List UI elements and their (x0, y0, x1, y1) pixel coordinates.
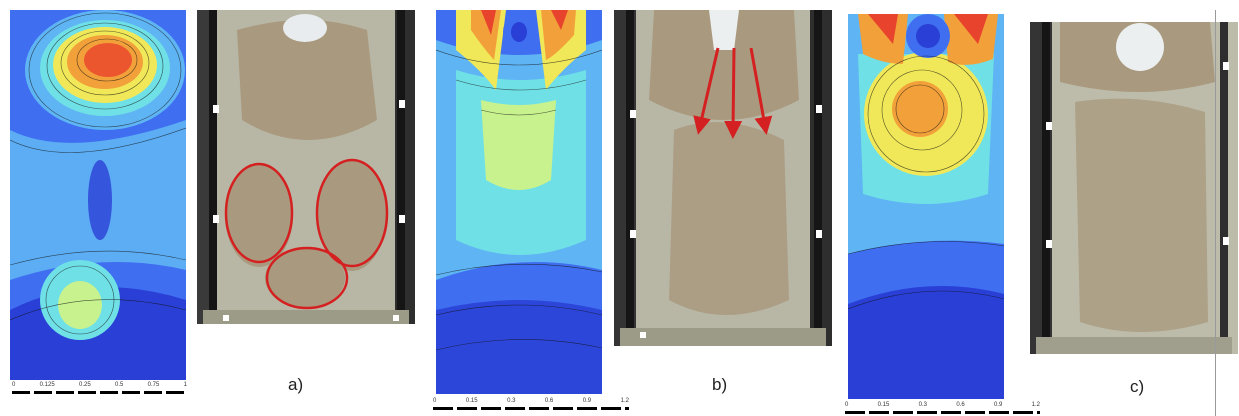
contour-map-b-graphic (436, 10, 602, 394)
scale-b-tick-2: 0.3 (507, 398, 516, 404)
scale-bar-b: 0 0.15 0.3 0.6 0.9 1.2 (433, 398, 629, 412)
contour-map-b (436, 10, 602, 394)
annotation-ellipse-bottom (265, 246, 349, 310)
divider-line (1215, 10, 1216, 416)
caption-c: c) (1130, 377, 1145, 396)
flow-arrow-right (749, 47, 773, 135)
photo-c-graphic (1030, 22, 1238, 354)
photo-c (1030, 22, 1238, 354)
scale-c-tick-3: 0.6 (956, 402, 965, 408)
scale-c-tick-4: 0.9 (993, 402, 1003, 408)
scale-a-tick-2: 0.25 (78, 382, 91, 388)
scale-bar-a: 0 0.125 0.25 0.5 0.75 1 (12, 382, 187, 396)
caption-b: b) (712, 375, 728, 394)
scale-b-tick-1: 0.15 (465, 398, 478, 404)
scale-c-tick-1: 0.15 (877, 402, 890, 408)
photo-b-annotations (693, 47, 773, 139)
scale-b-tick-4: 0.9 (582, 398, 592, 404)
scale-c-tick-5: 1.2 (1031, 402, 1040, 408)
scale-bar-c: 0 0.15 0.3 0.6 0.9 1.2 (845, 402, 1040, 416)
scale-a-tick-5: 1 (183, 382, 187, 388)
caption-a: a) (288, 375, 304, 394)
scale-a-tick-0: 0 (12, 382, 16, 388)
scale-b-tick-5: 1.2 (620, 398, 629, 404)
scale-b-tick-3: 0.6 (544, 398, 554, 404)
photo-a-annotations (224, 158, 389, 310)
scale-a-tick-3: 0.5 (114, 382, 124, 388)
contour-map-c (848, 14, 1004, 399)
photo-b (614, 10, 832, 346)
scale-a-tick-4: 0.75 (147, 382, 160, 388)
flow-arrow-left (693, 47, 720, 135)
flow-arrow-center (724, 47, 743, 139)
scale-c-tick-0: 0 (845, 402, 849, 408)
annotation-ellipse-left (224, 162, 294, 264)
photo-a-graphic (197, 10, 415, 324)
annotation-ellipse-right (315, 158, 389, 268)
scale-c-tick-2: 0.3 (918, 402, 927, 408)
contour-map-a-graphic (10, 10, 186, 380)
scale-a-tick-1: 0.125 (39, 382, 55, 388)
photo-a (197, 10, 415, 324)
photo-b-graphic (614, 10, 832, 346)
contour-map-c-graphic (848, 14, 1004, 399)
contour-map-a (10, 10, 186, 380)
scale-b-tick-0: 0 (433, 398, 437, 404)
